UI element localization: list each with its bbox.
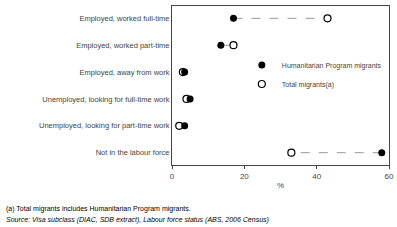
svg-text:Employed, worked full-time: Employed, worked full-time <box>79 14 169 23</box>
svg-text:Employed, away from work: Employed, away from work <box>79 68 169 77</box>
svg-text:Employed, worked part-time: Employed, worked part-time <box>76 41 169 50</box>
svg-text:0: 0 <box>170 172 175 181</box>
svg-text:(a) Total migrants includes Hu: (a) Total migrants includes Humanitarian… <box>6 205 191 213</box>
svg-text:Total migrants(a): Total migrants(a) <box>282 81 334 89</box>
svg-text:Unemployed, looking for full-t: Unemployed, looking for full-time work <box>42 95 169 104</box>
svg-text:40: 40 <box>312 172 321 181</box>
svg-text:Source: Visa subclass (DIAC, S: Source: Visa subclass (DIAC, SDB extract… <box>6 216 269 224</box>
svg-text:Not in the labour force: Not in the labour force <box>96 148 170 157</box>
svg-text:20: 20 <box>240 172 249 181</box>
svg-text:60: 60 <box>385 172 394 181</box>
svg-text:Unemployed, looking for part-t: Unemployed, looking for part-time work <box>39 121 170 130</box>
svg-text:%: % <box>277 181 284 190</box>
svg-text:Humanitarian Program migrants: Humanitarian Program migrants <box>282 62 382 70</box>
